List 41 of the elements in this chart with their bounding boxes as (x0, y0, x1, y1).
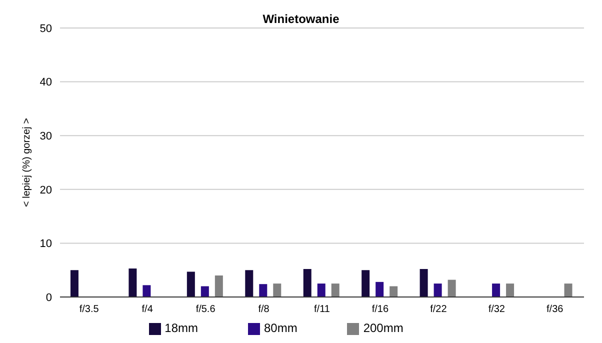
bar (142, 285, 151, 297)
x-tick-label: f/16 (372, 304, 389, 316)
bar (448, 280, 456, 297)
y-axis-title: < lepiej (%) gorzej > (22, 118, 33, 207)
legend-label: 18mm (164, 321, 198, 335)
bar (273, 284, 282, 297)
x-tick-label: f/8 (258, 304, 270, 316)
bar (186, 272, 195, 297)
bar (492, 284, 500, 297)
bar (317, 284, 326, 297)
y-tick-label: 50 (40, 22, 52, 35)
x-tick-label: f/22 (430, 304, 448, 316)
bar (128, 268, 137, 297)
bar (245, 270, 254, 297)
chart-title: Winietowanie (262, 12, 340, 26)
bar (506, 284, 514, 297)
y-tick-label: 20 (40, 184, 52, 196)
x-tick-label: f/36 (546, 304, 564, 316)
bar (331, 284, 340, 297)
x-tick-label: f/11 (314, 304, 330, 316)
bar (376, 282, 384, 297)
y-tick-label: 40 (40, 76, 52, 89)
bar (70, 270, 78, 297)
bar (214, 275, 223, 297)
y-tick-label: 0 (46, 292, 52, 304)
bar (259, 284, 268, 297)
bar (434, 284, 442, 297)
bar (362, 270, 370, 297)
y-tick-label: 10 (40, 238, 52, 250)
x-tick-label: f/5.6 (196, 304, 216, 316)
bar (420, 269, 428, 297)
x-tick-label: f/32 (488, 304, 506, 316)
legend-label: 200mm (363, 321, 404, 335)
bar (200, 286, 209, 297)
legend-label: 80mm (264, 321, 298, 335)
bar (564, 284, 572, 297)
bar (303, 269, 312, 297)
bar (390, 286, 398, 297)
x-tick-label: f/4 (142, 304, 154, 316)
x-tick-label: f/3.5 (79, 304, 100, 316)
y-tick-label: 30 (40, 130, 52, 143)
